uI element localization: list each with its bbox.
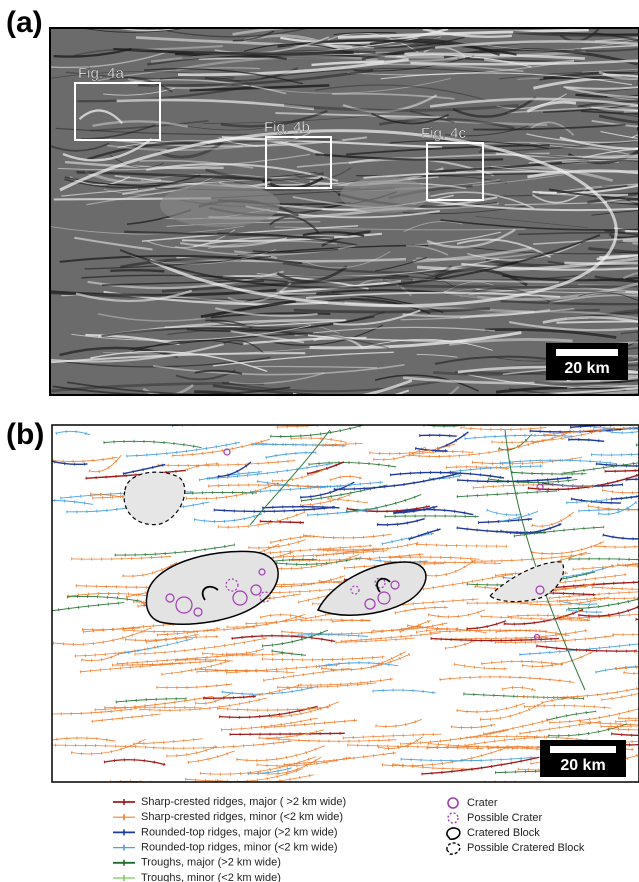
legend-entry: Sharp-crested ridges, minor (<2 km wide) [141, 811, 343, 823]
legend-entry: Rounded-top ridges, major (>2 km wide) [141, 826, 338, 838]
box-label: Fig. 4c [421, 125, 467, 142]
figure: (a) Fig. 4a Fig. 4b Fig. 4c 20 km (b) 20… [0, 0, 639, 882]
ridge-texture [399, 286, 638, 287]
map-line [172, 412, 306, 426]
scale-text: 20 km [560, 757, 605, 774]
legend-entry: Crater [467, 797, 498, 809]
panel-label: (a) [6, 6, 43, 39]
legend-entry: Troughs, major (>2 km wide) [141, 857, 281, 869]
ridge-texture [448, 395, 501, 405]
legend-entry: Sharp-crested ridges, major ( >2 km wide… [141, 796, 346, 808]
box-label: Fig. 4a [78, 65, 125, 82]
legend: Sharp-crested ridges, major ( >2 km wide… [113, 796, 585, 882]
scale-text: 20 km [564, 360, 609, 377]
possible-block-symbol [447, 843, 460, 854]
legend-entry: Troughs, minor (<2 km wide) [141, 872, 281, 882]
map-line-ticks [172, 412, 306, 426]
legend-entry: Rounded-top ridges, minor (<2 km wide) [141, 842, 338, 854]
scale-bar [556, 349, 618, 356]
scale-bar [550, 746, 616, 753]
crater-symbol [448, 798, 458, 808]
smooth-patch [340, 177, 430, 213]
smooth-patch [160, 183, 280, 227]
box-label: Fig. 4b [264, 119, 310, 136]
cratered-block-symbol [447, 828, 460, 839]
panel-label: (b) [6, 418, 44, 451]
possible-crater-symbol [448, 813, 458, 823]
legend-entry: Possible Cratered Block [467, 842, 585, 854]
legend-entry: Cratered Block [467, 827, 540, 839]
ridge-texture [110, 270, 164, 271]
legend-symbols [447, 798, 460, 854]
legend-entry: Possible Crater [467, 812, 543, 824]
